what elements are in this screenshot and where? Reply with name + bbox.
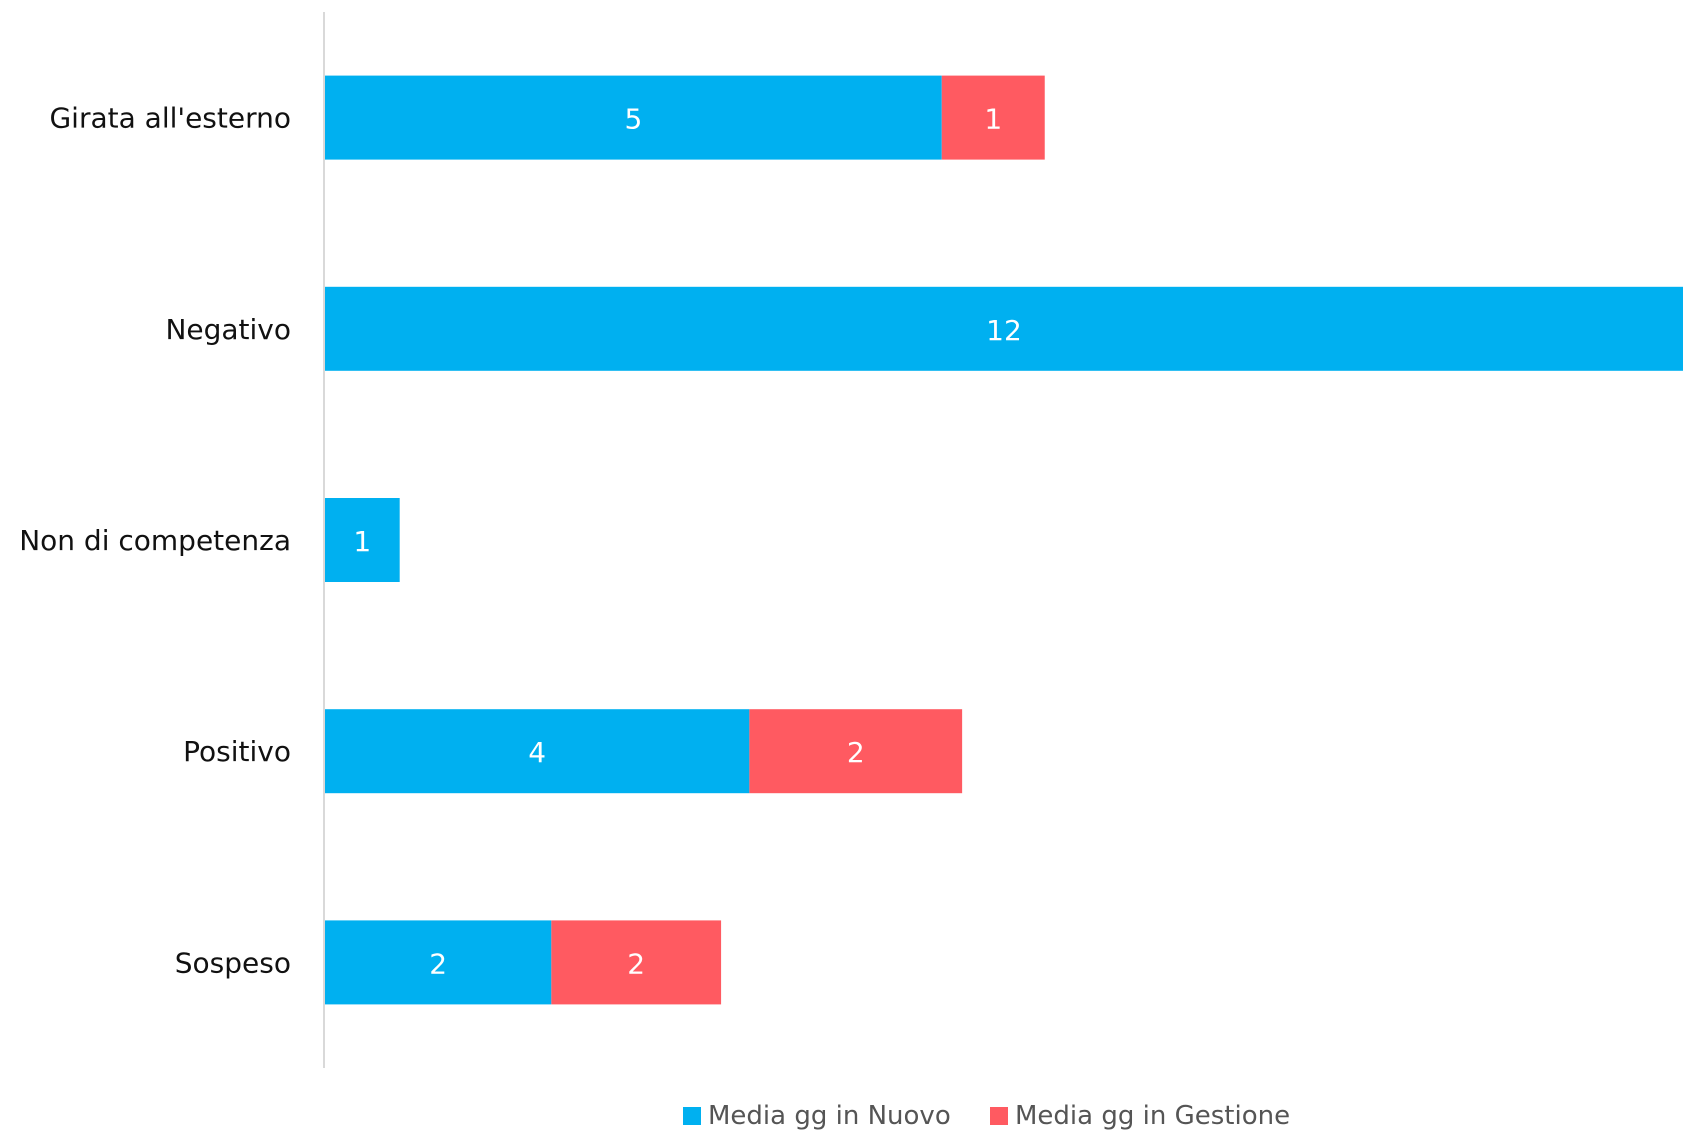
data-label-media-gg-in-nuovo-positivo: 4 xyxy=(528,736,546,769)
bar-media-gg-in-nuovo-girata-all-esterno xyxy=(325,75,942,160)
data-label-media-gg-in-gestione-sospeso: 2 xyxy=(627,947,645,980)
category-label-positivo: Positivo xyxy=(183,735,291,768)
bar-media-gg-in-nuovo-positivo xyxy=(325,709,750,794)
data-label-media-gg-in-nuovo-sospeso: 2 xyxy=(429,947,447,980)
data-labels: 5 1 12 1 4 2 2 2 xyxy=(353,103,1021,981)
bar-media-gg-in-gestione-girata-all-esterno xyxy=(941,75,1045,160)
bar-media-gg-in-gestione-positivo xyxy=(749,709,963,794)
legend-swatch-media-gg-in-gestione xyxy=(990,1107,1008,1125)
bar-media-gg-in-nuovo-sospeso xyxy=(325,920,552,1005)
data-label-media-gg-in-nuovo-negativo: 12 xyxy=(986,314,1022,347)
bars-layer xyxy=(325,75,1683,1005)
data-label-media-gg-in-nuovo-non-di-competenza: 1 xyxy=(353,525,371,558)
data-label-media-gg-in-gestione-positivo: 2 xyxy=(847,736,865,769)
legend: Media gg in Nuovo Media gg in Gestione xyxy=(683,1101,1290,1131)
data-label-media-gg-in-nuovo-girata-all-esterno: 5 xyxy=(624,103,642,136)
legend-label-media-gg-in-gestione: Media gg in Gestione xyxy=(1015,1101,1290,1131)
category-labels: Girata all'esterno Negativo Non di compete… xyxy=(19,102,291,980)
legend-label-media-gg-in-nuovo: Media gg in Nuovo xyxy=(708,1101,951,1131)
bar-media-gg-in-gestione-sospeso xyxy=(551,920,722,1005)
category-label-sospeso: Sospeso xyxy=(175,946,291,979)
bar-media-gg-in-nuovo-negativo xyxy=(325,286,1683,371)
bar-media-gg-in-nuovo-non-di-competenza xyxy=(325,498,400,582)
category-label-negativo: Negativo xyxy=(165,313,291,346)
legend-swatch-media-gg-in-nuovo xyxy=(683,1107,701,1125)
data-label-media-gg-in-gestione-girata-all-esterno: 1 xyxy=(984,103,1002,136)
category-label-girata-all-esterno: Girata all'esterno xyxy=(49,102,291,135)
category-label-non-di-competenza: Non di competenza xyxy=(19,524,291,557)
